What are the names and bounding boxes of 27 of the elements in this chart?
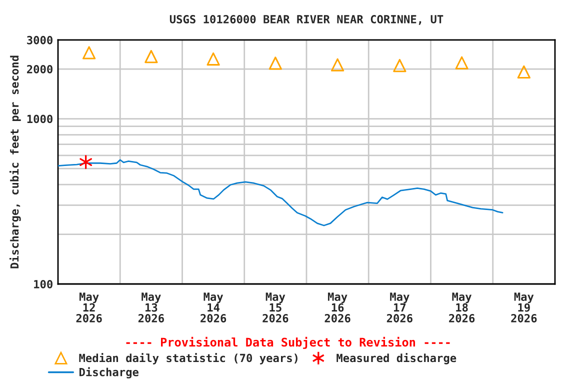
x-tick-label: May 19 2026: [511, 292, 537, 322]
point: [393, 58, 406, 72]
y-tick-label: 100: [34, 280, 52, 288]
x-tick-label: May 18 2026: [449, 292, 475, 322]
x-tick-label: May 17 2026: [386, 292, 412, 322]
y-tick-label: 2000: [27, 65, 52, 74]
point: [206, 52, 220, 66]
y-tick-label: 1000: [27, 114, 52, 124]
x-tick-label: May 14 2026: [200, 292, 226, 322]
chart-title: USGS 10126000 BEAR RIVER NEAR CORINNE, UT: [170, 15, 444, 25]
x-tick-label: May 16 2026: [324, 292, 350, 322]
point: [330, 58, 344, 72]
point: [455, 56, 468, 70]
point: [82, 46, 96, 60]
x-tick-label: May 13 2026: [138, 292, 164, 322]
x-tick-label: May 15 2026: [262, 292, 288, 322]
legend-label: Discharge: [80, 367, 139, 378]
legend-label: Median daily statistic (70 years): [79, 352, 298, 364]
text: ---- Provisional Data Subject to Revision ----: [126, 336, 450, 349]
point: [144, 50, 158, 64]
point: [517, 65, 530, 79]
point: [80, 155, 92, 170]
y-tick-label: 3000: [27, 36, 52, 44]
y-axis-title: Discharge, cubic feet per second: [9, 56, 21, 268]
point: [268, 56, 282, 70]
x-tick-label: May 12 2026: [76, 292, 102, 322]
legend-label: Measured discharge: [336, 352, 456, 364]
